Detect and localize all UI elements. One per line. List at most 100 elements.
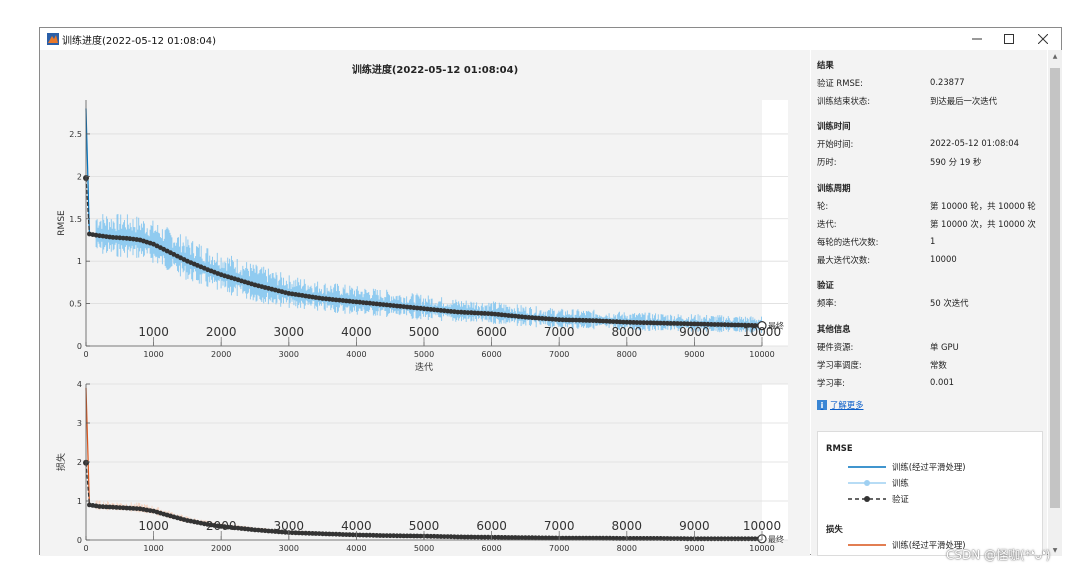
loss-validation-point xyxy=(320,531,325,537)
loss-validation-point xyxy=(570,535,576,541)
loss-validation-point xyxy=(103,504,109,510)
loss-validation-point xyxy=(617,536,623,541)
loss-validation-point xyxy=(120,505,126,511)
legend-item: 训练(经过平滑处理) xyxy=(848,461,966,473)
rmse-validation-point xyxy=(729,322,734,328)
loss-validation-point xyxy=(110,504,116,510)
loss-validation-point xyxy=(539,535,545,541)
loss-validation-point xyxy=(397,533,403,539)
rmse-validation-point xyxy=(661,320,667,326)
loss-validation-point xyxy=(560,535,565,541)
results-title: 结果 xyxy=(817,60,834,70)
rmse-x-tick-label: 8000 xyxy=(617,350,637,359)
loss-validation-point xyxy=(627,536,633,541)
loss-validation-point xyxy=(523,535,528,541)
loss-validation-point xyxy=(340,532,346,537)
rmse-validation-point xyxy=(594,318,599,324)
rmse-epoch-label: 7000 xyxy=(544,325,575,339)
loss-validation-point xyxy=(347,532,352,538)
loss-validation-point xyxy=(577,535,582,541)
loss-x-tick-label: 0 xyxy=(83,544,88,553)
minimize-button[interactable] xyxy=(960,28,994,50)
rmse-validation-point xyxy=(735,322,741,328)
loss-validation-point xyxy=(583,535,589,541)
info-label: 学习率调度: xyxy=(817,360,862,370)
rmse-validation-point xyxy=(651,320,657,326)
rmse-validation-point xyxy=(702,321,707,327)
rmse-validation-point xyxy=(634,320,640,325)
info-value: 0.23877 xyxy=(930,77,965,87)
loss-y-tick-label: 0 xyxy=(77,536,82,545)
loss-validation-point xyxy=(357,532,363,538)
legend-loss-title: 损失 xyxy=(826,524,843,534)
rmse-x-tick-label: 10000 xyxy=(749,350,774,359)
rmse-epoch-label: 10000 xyxy=(743,325,781,339)
loss-validation-point xyxy=(506,535,511,540)
loss-validation-point xyxy=(404,533,410,539)
rmse-epoch-label: 8000 xyxy=(612,325,643,339)
loss-validation-point xyxy=(130,506,136,511)
loss-validation-point xyxy=(600,535,606,541)
rmse-validation-point xyxy=(566,317,572,323)
rmse-final-region xyxy=(762,100,788,346)
info-label: 硬件资源: xyxy=(817,342,854,352)
loss-epoch-label: 4000 xyxy=(341,519,372,533)
loss-epoch-label: 3000 xyxy=(274,519,305,533)
rmse-x-tick-label: 0 xyxy=(83,350,88,359)
loss-validation-point xyxy=(391,533,396,539)
maximize-button[interactable] xyxy=(992,28,1026,50)
legend-swatch xyxy=(848,480,886,486)
loss-x-label: 迭代 xyxy=(415,555,433,556)
loss-validation-point xyxy=(502,535,508,540)
legend-item: 验证 xyxy=(848,493,909,505)
loss-validation-point xyxy=(114,505,119,510)
legend-label: 训练(经过平滑处理) xyxy=(892,462,966,472)
close-button[interactable] xyxy=(1026,28,1060,50)
rmse-validation-point xyxy=(637,320,643,325)
loss-validation-point xyxy=(509,535,515,540)
loss-validation-point xyxy=(414,533,420,539)
loss-epoch-label: 6000 xyxy=(476,519,507,533)
info-value: 0.001 xyxy=(930,377,954,387)
rmse-validation-point xyxy=(600,318,606,324)
scroll-down-icon[interactable]: ▼ xyxy=(1052,546,1058,554)
loss-y-tick-label: 4 xyxy=(77,380,82,389)
rmse-validation-point xyxy=(536,315,542,321)
legend-item: 训练 xyxy=(848,477,909,489)
loss-validation-point xyxy=(563,535,569,541)
rmse-y-tick-label: 2.5 xyxy=(69,130,82,139)
rmse-validation-point xyxy=(732,322,738,328)
scroll-up-icon[interactable]: ▲ xyxy=(1052,52,1058,60)
loss-x-tick-label: 7000 xyxy=(549,544,569,553)
loss-validation-point xyxy=(526,535,532,541)
loss-validation-point xyxy=(134,506,140,511)
rmse-y-label: RMSE xyxy=(57,210,67,236)
rmse-validation-point xyxy=(110,235,116,240)
scrollbar[interactable]: ▲ ▼ xyxy=(1048,50,1062,556)
loss-validation-point xyxy=(428,533,434,539)
loss-validation-point xyxy=(401,533,407,539)
loss-x-tick-label: 5000 xyxy=(414,544,434,553)
loss-validation-point xyxy=(604,535,609,541)
rmse-x-tick-label: 4000 xyxy=(346,350,366,359)
rmse-y-tick-label: 1.5 xyxy=(69,215,82,224)
scroll-thumb[interactable] xyxy=(1050,68,1060,508)
learn-more-link[interactable]: i 了解更多 xyxy=(817,399,864,411)
loss-validation-point xyxy=(637,536,643,541)
loss-x-tick-label: 2000 xyxy=(211,544,231,553)
info-value: 单 GPU xyxy=(930,342,959,352)
rmse-y-tick-label: 2 xyxy=(77,172,82,181)
loss-validation-point xyxy=(543,535,549,541)
rmse-validation-point xyxy=(560,317,565,323)
loss-validation-point xyxy=(374,533,380,538)
loss-validation-point xyxy=(621,536,626,541)
rmse-validation-point xyxy=(120,235,126,241)
title-bar[interactable]: 训练进度(2022-05-12 01:08:04) xyxy=(40,28,1061,50)
rmse-validation-point xyxy=(695,321,701,327)
rmse-validation-point xyxy=(722,322,728,328)
rmse-validation-point xyxy=(719,322,724,327)
rmse-validation-point xyxy=(644,320,650,326)
info-value: 10000 xyxy=(930,254,957,264)
loss-validation-point xyxy=(117,505,123,510)
validation-title: 验证 xyxy=(817,280,834,290)
